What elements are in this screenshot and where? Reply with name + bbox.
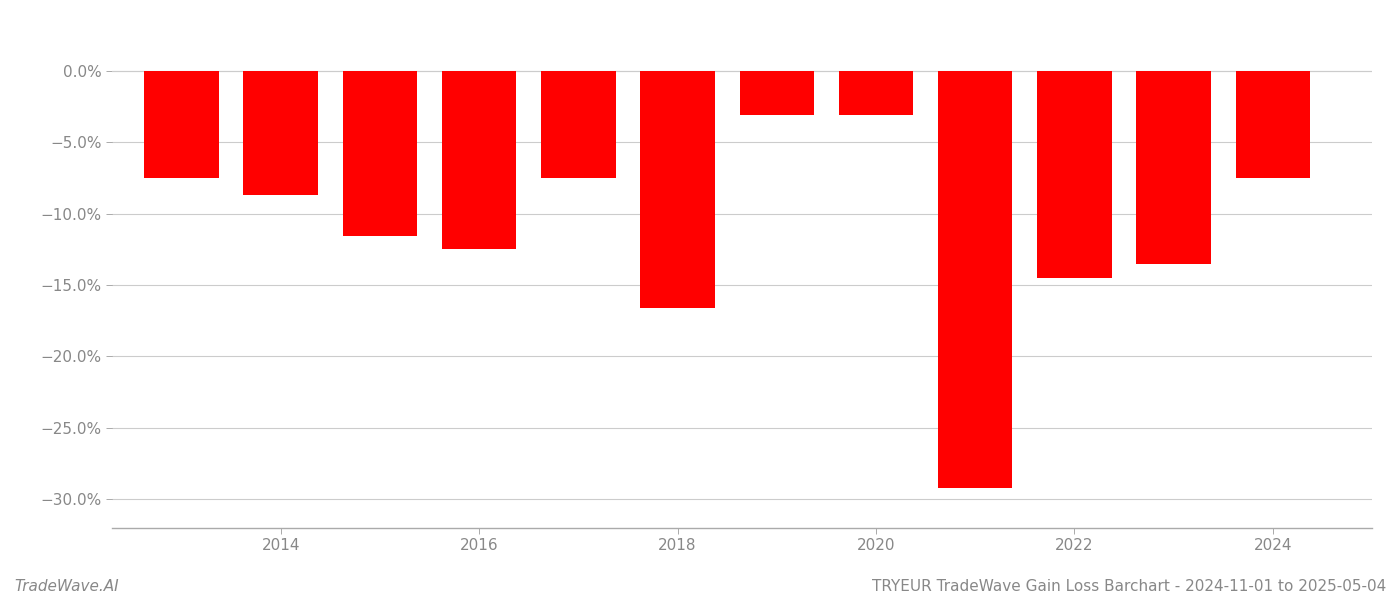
Bar (540, 71, 616, 178)
Bar (1236, 71, 1310, 178)
Text: TRYEUR TradeWave Gain Loss Barchart - 2024-11-01 to 2025-05-04: TRYEUR TradeWave Gain Loss Barchart - 20… (872, 579, 1386, 594)
Bar (739, 71, 813, 115)
Text: TradeWave.AI: TradeWave.AI (14, 579, 119, 594)
Bar (839, 71, 913, 115)
Bar (640, 71, 715, 308)
Bar (244, 71, 318, 195)
Bar (1137, 71, 1211, 263)
Bar (442, 71, 517, 249)
Bar (343, 71, 417, 236)
Bar (938, 71, 1012, 488)
Bar (144, 71, 218, 178)
Bar (1037, 71, 1112, 278)
